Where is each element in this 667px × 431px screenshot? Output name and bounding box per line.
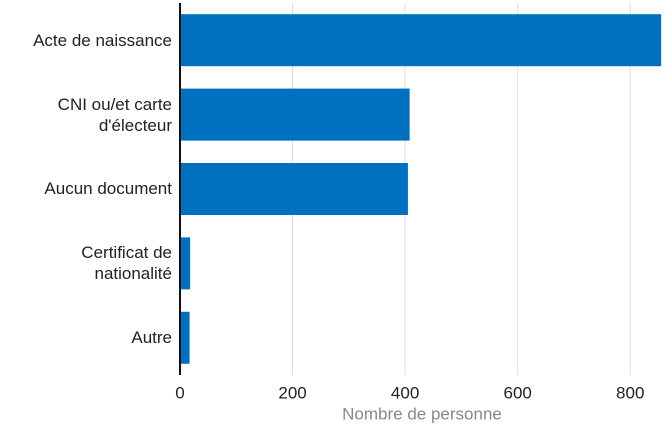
y-tick-label: Certificat de nationalité — [81, 243, 172, 284]
x-axis-title: Nombre de personne — [342, 404, 502, 423]
x-tick-label: 800 — [616, 383, 644, 402]
bar — [180, 14, 662, 67]
x-tick-label: 400 — [391, 383, 419, 402]
y-tick-label: Autre — [131, 328, 172, 348]
y-tick-label: Acte de naissance — [33, 30, 172, 50]
bar — [180, 311, 190, 364]
bar — [180, 88, 410, 141]
x-tick-label: 200 — [278, 383, 306, 402]
bar — [180, 163, 408, 215]
y-tick-label: CNI ou/et carte d'électeur — [57, 94, 172, 135]
x-tick-label: 600 — [503, 383, 531, 402]
bar — [180, 237, 191, 290]
y-tick-label: Aucun document — [44, 179, 172, 199]
x-tick-label: 0 — [175, 383, 184, 402]
